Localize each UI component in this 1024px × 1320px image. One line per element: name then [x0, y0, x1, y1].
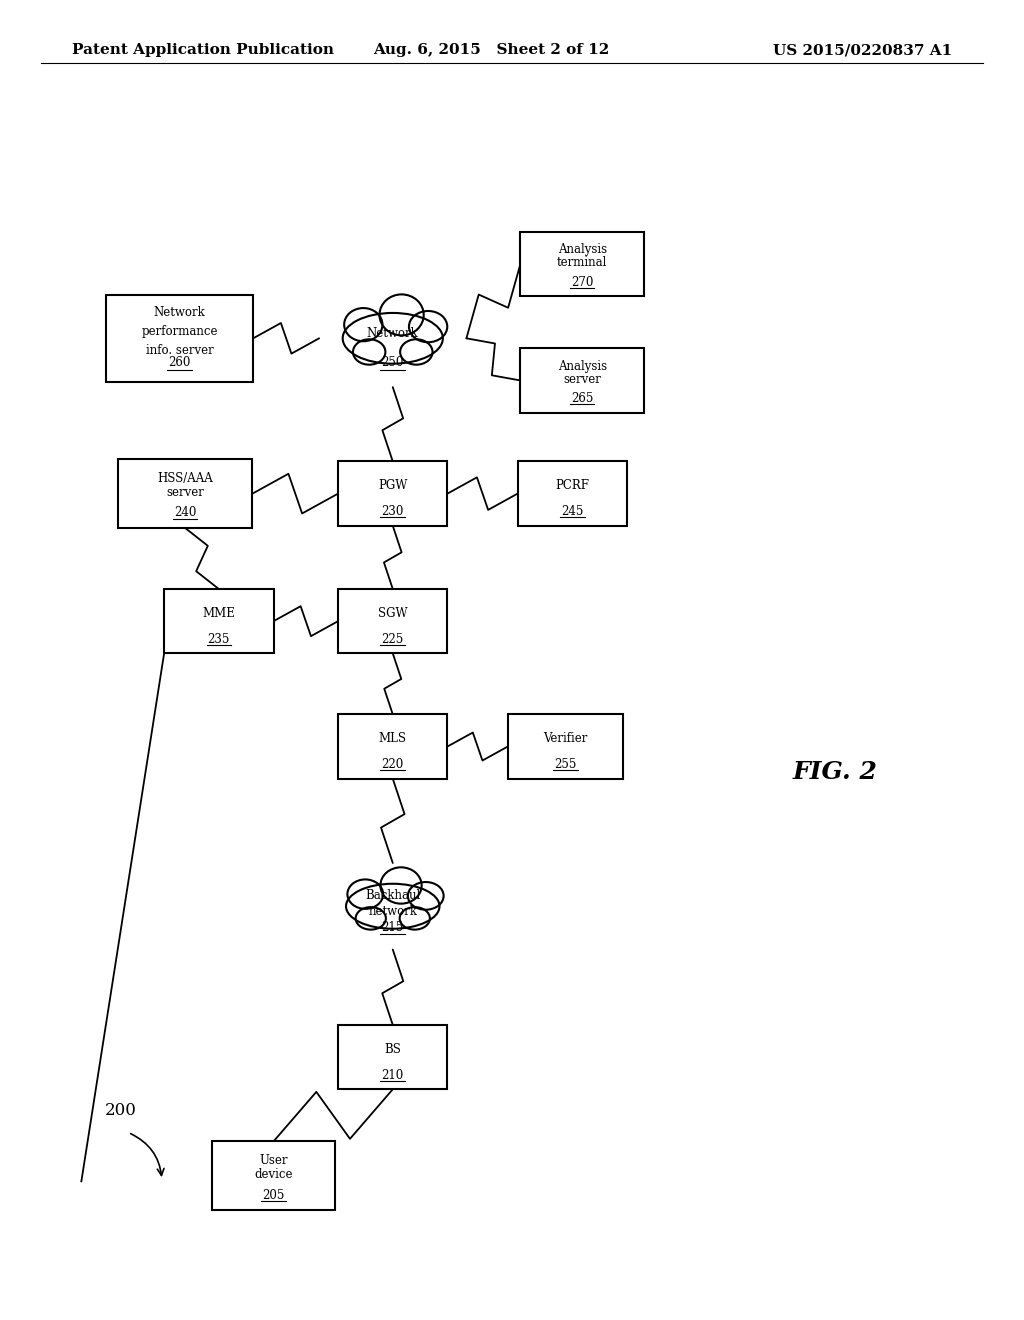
Ellipse shape [343, 313, 442, 364]
FancyBboxPatch shape [105, 296, 253, 381]
Text: Aug. 6, 2015   Sheet 2 of 12: Aug. 6, 2015 Sheet 2 of 12 [374, 44, 609, 57]
Text: Network: Network [154, 306, 206, 319]
FancyBboxPatch shape [118, 459, 253, 528]
Text: MME: MME [203, 607, 236, 620]
Text: BS: BS [384, 1043, 401, 1056]
Text: Backhaul: Backhaul [366, 890, 421, 903]
FancyBboxPatch shape [517, 462, 627, 525]
Text: 225: 225 [382, 632, 403, 645]
Ellipse shape [344, 308, 382, 342]
Text: device: device [254, 1168, 293, 1181]
Text: 205: 205 [262, 1188, 285, 1201]
FancyBboxPatch shape [338, 1024, 447, 1089]
Text: Network: Network [367, 327, 419, 341]
FancyBboxPatch shape [212, 1142, 335, 1210]
Text: 215: 215 [382, 921, 403, 935]
Text: HSS/AAA: HSS/AAA [158, 473, 213, 484]
FancyBboxPatch shape [164, 589, 273, 653]
Text: 255: 255 [554, 758, 577, 771]
Text: 200: 200 [105, 1102, 137, 1119]
Text: Analysis: Analysis [558, 360, 606, 372]
Ellipse shape [408, 882, 443, 909]
Text: User: User [259, 1154, 288, 1167]
Text: info. server: info. server [145, 345, 213, 356]
Text: PGW: PGW [378, 479, 408, 492]
FancyBboxPatch shape [520, 348, 644, 413]
Text: 220: 220 [382, 758, 403, 771]
Ellipse shape [347, 879, 383, 909]
Ellipse shape [380, 867, 422, 904]
FancyBboxPatch shape [338, 714, 447, 779]
FancyBboxPatch shape [520, 232, 644, 296]
FancyBboxPatch shape [508, 714, 623, 779]
Text: MLS: MLS [379, 733, 407, 746]
Text: 250: 250 [382, 356, 403, 370]
Ellipse shape [409, 312, 447, 342]
FancyBboxPatch shape [338, 462, 447, 525]
Text: FIG. 2: FIG. 2 [793, 760, 877, 784]
Ellipse shape [353, 339, 385, 364]
Text: server: server [166, 486, 204, 499]
Text: 235: 235 [208, 632, 230, 645]
Text: 240: 240 [174, 507, 197, 519]
Text: Patent Application Publication: Patent Application Publication [72, 44, 334, 57]
Text: performance: performance [141, 325, 218, 338]
FancyBboxPatch shape [338, 589, 447, 653]
Text: US 2015/0220837 A1: US 2015/0220837 A1 [773, 44, 952, 57]
Text: 210: 210 [382, 1069, 403, 1081]
Text: Analysis: Analysis [558, 243, 606, 256]
Text: 270: 270 [571, 276, 593, 289]
Text: 265: 265 [571, 392, 593, 405]
Text: server: server [563, 372, 601, 385]
Text: terminal: terminal [557, 256, 607, 269]
Text: network: network [369, 906, 417, 917]
Ellipse shape [400, 339, 432, 364]
Text: 260: 260 [168, 356, 190, 370]
Text: 245: 245 [561, 506, 584, 519]
Text: PCRF: PCRF [555, 479, 590, 492]
Text: 230: 230 [382, 506, 403, 519]
Ellipse shape [346, 884, 439, 929]
Ellipse shape [380, 294, 424, 335]
Text: Verifier: Verifier [543, 733, 588, 746]
Ellipse shape [355, 907, 386, 929]
Ellipse shape [399, 907, 430, 929]
Text: SGW: SGW [378, 607, 408, 620]
